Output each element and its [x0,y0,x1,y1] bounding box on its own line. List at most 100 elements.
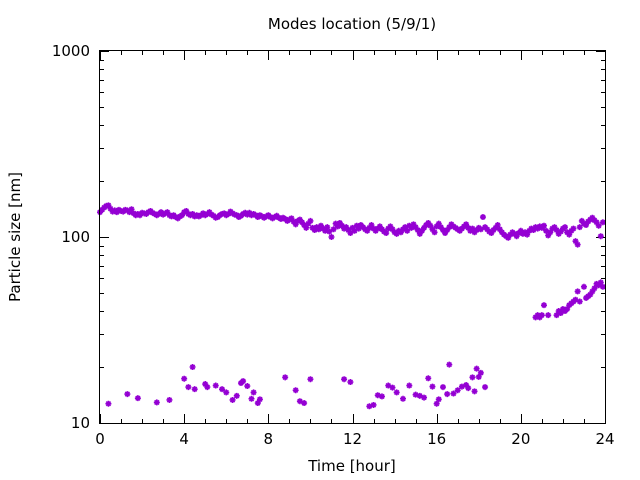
data-point [570,225,577,232]
data-point [126,209,133,216]
data-point [595,222,602,229]
data-point [385,225,392,232]
data-point [400,395,406,402]
y-axis-label: Particle size [nm] [6,172,24,302]
data-point [545,232,552,239]
data-point [469,374,476,381]
data-point [597,279,604,286]
data-point [206,209,213,216]
data-point [488,230,495,237]
data-point [290,218,297,225]
data-point [469,225,476,232]
data-point [402,224,409,231]
data-point [158,209,165,216]
data-point [553,312,560,319]
data-point [153,399,160,406]
data-point [378,226,385,233]
data-point [315,226,322,233]
data-point [421,224,428,231]
data-point [322,227,329,234]
data-point [191,386,198,393]
data-point [473,227,480,234]
data-point [425,375,432,382]
data-point [355,225,362,232]
data-point [572,238,579,245]
data-point [99,206,106,213]
data-point [134,395,141,402]
data-point [366,224,373,231]
data-point [471,388,478,395]
data-point [463,382,470,389]
data-point [301,222,308,229]
data-point [435,396,442,403]
data-point [305,220,312,227]
data-point [580,283,587,290]
data-point [446,361,453,368]
data-point [301,400,308,407]
data-point [433,400,440,407]
x-tick-label: 12 [343,430,362,448]
data-point [551,224,558,231]
data-point [336,219,343,226]
data-point [477,226,484,233]
data-point [397,229,404,236]
data-point [244,383,251,390]
data-point [303,224,310,231]
data-point [465,224,472,231]
data-point [505,234,512,241]
data-point [473,365,480,372]
data-point [429,226,436,233]
data-point [320,225,327,232]
data-point [406,382,413,389]
data-point [246,209,253,216]
data-point [364,227,371,234]
x-axis-label: Time [hour] [307,457,396,475]
y-tick-label: 100 [61,228,90,246]
axis-tick-labels: 0 4 8 12 16 20 24 10 100 1000 [52,42,615,448]
data-point [599,283,606,290]
data-point [427,222,434,229]
data-point [385,382,392,389]
data-point [400,226,406,233]
x-tick-label: 4 [179,430,189,448]
data-point [282,374,289,381]
data-point [307,217,314,224]
data-point [526,227,533,234]
data-point [589,288,596,295]
data-point [555,230,562,237]
data-point [378,393,385,400]
data-point [511,230,518,237]
data-point [254,400,261,407]
data-point [576,298,583,305]
data-point [439,384,446,391]
data-point [229,396,236,403]
data-point [456,227,463,234]
data-point [482,384,489,391]
data-point [439,227,446,234]
x-tick-label: 24 [595,430,614,448]
data-point [250,389,257,396]
data-point [292,387,299,394]
data-point [349,224,356,231]
data-point [536,314,543,321]
data-point [444,227,451,234]
data-point [296,216,303,223]
data-point [568,227,575,234]
data-point [317,222,324,229]
data-point [595,282,602,289]
data-point [482,224,489,231]
data-point [332,220,339,227]
data-point [404,227,411,234]
data-point [498,229,505,236]
data-point [124,391,131,398]
data-point [566,231,573,238]
data-point [330,226,337,233]
y-tick-label: 10 [71,414,90,432]
x-tick-label: 0 [95,430,105,448]
data-point [179,212,186,219]
data-point [370,401,377,408]
data-point [425,219,432,226]
data-point [360,224,367,231]
data-point [328,234,335,240]
